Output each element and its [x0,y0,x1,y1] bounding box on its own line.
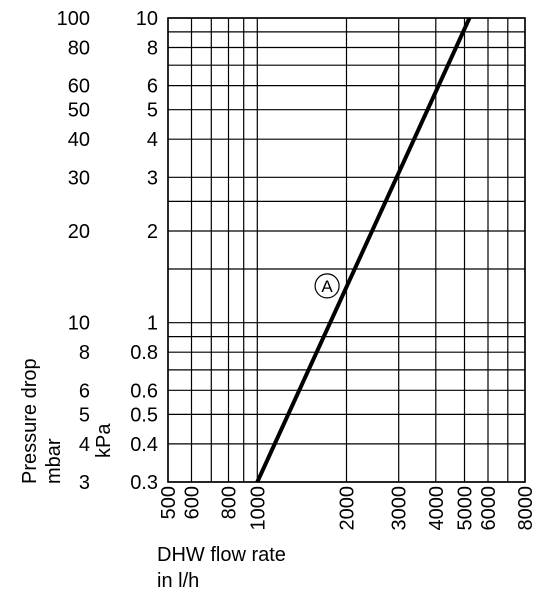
y-tick-label-kpa: 10 [136,8,158,30]
series-layer [255,17,472,483]
annotations: A [314,273,340,299]
y-tick-label-mbar: 80 [68,38,90,60]
x-tick-label: 1000 [247,486,269,531]
x-tick-label: 600 [182,486,204,519]
x-tick-label: 4000 [426,486,448,531]
y-tick-label-mbar: 40 [68,129,90,151]
x-tick-label: 5000 [455,486,477,531]
x-axis-label-unit: in l/h [157,570,199,592]
x-tick-label: 500 [158,486,180,519]
grid-lines [167,17,526,483]
y-tick-label-kpa: 8 [147,38,158,60]
y-tick-label-mbar: 6 [79,380,90,402]
x-ticks: 500 600 800 1000 2000 3000 4000 5000 6000 8000 [158,486,537,531]
x-tick-label: 800 [219,486,241,519]
series-line-a [255,17,472,483]
y-tick-label-mbar: 50 [68,100,90,122]
y-axis-label-mbar-title: Pressure drop [19,358,41,484]
plot-frame [167,17,526,483]
y-tick-label-kpa: 0.3 [130,472,158,494]
series-marker-label: A [321,277,333,296]
y-tick-label-kpa: 2 [147,221,158,243]
x-tick-label: 2000 [337,486,359,531]
y-tick-label-kpa: 1 [147,313,158,335]
y-tick-label-kpa: 5 [147,100,158,122]
y-tick-label-kpa: 6 [147,76,158,98]
y-tick-label-mbar: 8 [79,342,90,364]
axis-labels: Pressure drop mbar kPa DHW flow rate in l/h [19,358,286,592]
series-marker-circle [314,273,340,299]
y-axis-label-kpa: kPa [93,423,115,458]
y-ticks-kpa: 10 8 65 4 3 2 1 0.8 0.60.5 0.4 0.3 [130,8,158,494]
y-tick-label-kpa: 0.8 [130,342,158,364]
y-tick-label-kpa: 0.4 [130,434,158,456]
x-tick-label: 3000 [389,486,411,531]
y-tick-label-mbar: 5 [79,404,90,426]
x-tick-label: 6000 [478,486,500,531]
y-tick-label-mbar: 30 [68,167,90,189]
y-tick-label-mbar: 3 [79,472,90,494]
y-tick-label-mbar: 60 [68,76,90,98]
y-tick-label-mbar: 10 [68,313,90,335]
y-tick-label-kpa: 3 [147,167,158,189]
y-axis-label-mbar-unit: mbar [43,438,65,484]
y-tick-label-mbar: 100 [57,8,90,30]
y-tick-label-mbar: 4 [79,434,90,456]
y-tick-label-kpa: 4 [147,129,158,151]
x-axis-label-title: DHW flow rate [157,544,286,566]
y-tick-label-kpa: 0.6 [130,380,158,402]
y-tick-label-mbar: 20 [68,221,90,243]
y-tick-label-kpa: 0.5 [130,404,158,426]
x-tick-label: 8000 [515,486,537,531]
